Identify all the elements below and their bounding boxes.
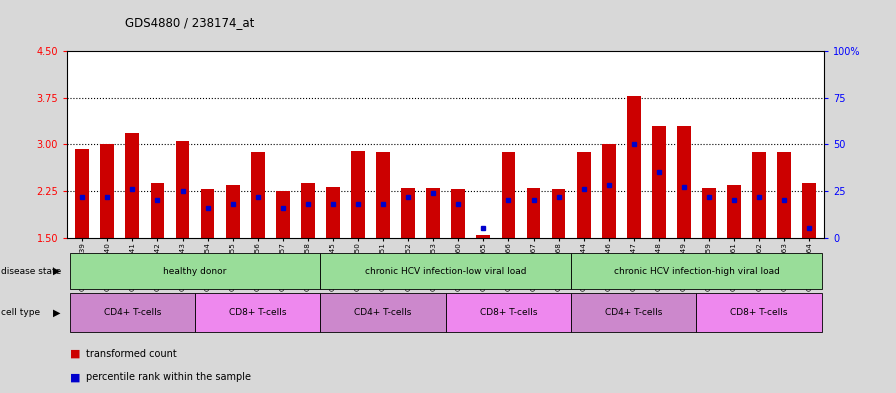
- Bar: [176, 141, 189, 238]
- Bar: [426, 188, 440, 238]
- Text: healthy donor: healthy donor: [163, 267, 227, 275]
- Text: CD8+ T-cells: CD8+ T-cells: [229, 308, 287, 317]
- Text: ■: ■: [70, 372, 81, 382]
- Bar: [527, 188, 540, 238]
- Bar: [351, 151, 365, 238]
- Bar: [326, 187, 340, 238]
- Bar: [778, 152, 791, 238]
- Bar: [728, 185, 741, 238]
- Text: CD8+ T-cells: CD8+ T-cells: [730, 308, 788, 317]
- Text: CD4+ T-cells: CD4+ T-cells: [355, 308, 412, 317]
- Text: ▶: ▶: [53, 307, 60, 318]
- Bar: [652, 126, 666, 238]
- Bar: [502, 152, 515, 238]
- Bar: [702, 188, 716, 238]
- Text: transformed count: transformed count: [86, 349, 177, 359]
- Text: GDS4880 / 238174_at: GDS4880 / 238174_at: [125, 17, 254, 29]
- Bar: [75, 149, 89, 238]
- Text: ■: ■: [70, 349, 81, 359]
- Bar: [376, 152, 390, 238]
- Bar: [477, 235, 490, 238]
- Text: chronic HCV infection-low viral load: chronic HCV infection-low viral load: [365, 267, 527, 275]
- Bar: [151, 183, 164, 238]
- Bar: [226, 185, 239, 238]
- Bar: [803, 183, 816, 238]
- Bar: [677, 126, 691, 238]
- Bar: [577, 152, 590, 238]
- Text: CD4+ T-cells: CD4+ T-cells: [104, 308, 161, 317]
- Text: cell type: cell type: [1, 308, 40, 317]
- Bar: [452, 189, 465, 238]
- Bar: [276, 191, 289, 238]
- Text: ▶: ▶: [53, 266, 60, 276]
- Text: disease state: disease state: [1, 267, 61, 275]
- Bar: [301, 183, 314, 238]
- Bar: [627, 96, 641, 238]
- Bar: [100, 144, 114, 238]
- Bar: [602, 144, 616, 238]
- Bar: [753, 152, 766, 238]
- Bar: [201, 189, 214, 238]
- Text: CD4+ T-cells: CD4+ T-cells: [605, 308, 662, 317]
- Text: CD8+ T-cells: CD8+ T-cells: [479, 308, 538, 317]
- Bar: [251, 152, 264, 238]
- Bar: [552, 189, 565, 238]
- Bar: [125, 133, 139, 238]
- Text: percentile rank within the sample: percentile rank within the sample: [86, 372, 251, 382]
- Bar: [401, 188, 415, 238]
- Text: chronic HCV infection-high viral load: chronic HCV infection-high viral load: [614, 267, 780, 275]
